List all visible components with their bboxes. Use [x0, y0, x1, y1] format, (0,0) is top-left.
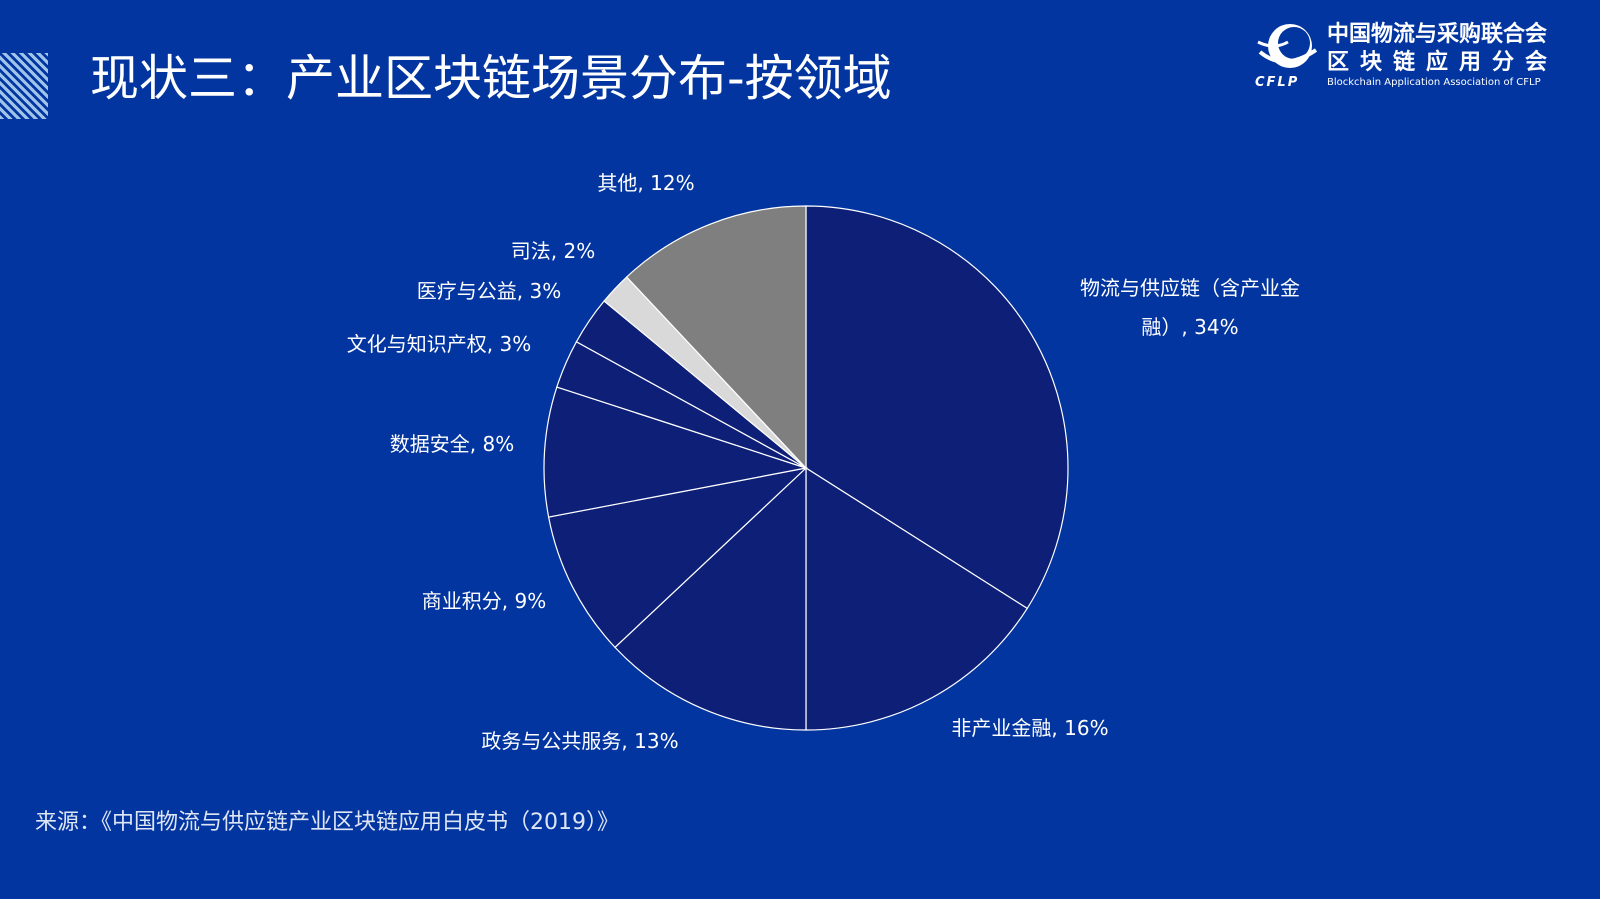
data-label-6: 医疗与公益, 3% — [417, 279, 561, 303]
logo-name-line2: 区块链应用分会 — [1327, 50, 1559, 75]
decorative-stripes — [0, 53, 48, 119]
cflp-logo: CFLP 中国物流与采购联合会 区块链应用分会 Blockchain Appli… — [1254, 20, 1594, 92]
data-label-1: 非产业金融, 16% — [951, 716, 1108, 740]
pie-slice-3 — [547, 467, 808, 649]
pie-slice-2 — [614, 466, 807, 731]
data-label-8: 其他, 12% — [597, 171, 694, 195]
pie-slice-0 — [805, 205, 1069, 610]
page-title: 现状三：产业区块链场景分布-按领域 — [90, 50, 892, 107]
pie-slice-4 — [543, 386, 807, 518]
data-label-0: 物流与供应链（含产业金融）, 34% — [1080, 276, 1300, 339]
logo-abbr: CFLP — [1255, 75, 1300, 90]
data-label-2: 政务与公共服务, 13% — [481, 729, 678, 753]
data-label-3: 商业积分, 9% — [422, 589, 546, 613]
logo-name-line1: 中国物流与采购联合会 — [1327, 22, 1548, 47]
data-label-4: 数据安全, 8% — [390, 432, 514, 456]
logo-name-english: Blockchain Application Association of CF… — [1327, 77, 1541, 88]
globe-logo-icon — [1257, 24, 1318, 68]
pie-slice-1 — [805, 466, 1029, 731]
data-label-5: 文化与知识产权, 3% — [347, 332, 531, 356]
data-label-7: 司法, 2% — [511, 239, 595, 263]
source-note: 来源：《中国物流与供应链产业区块链应用白皮书（2019）》 — [35, 810, 619, 835]
pie-slice-8 — [625, 205, 807, 470]
